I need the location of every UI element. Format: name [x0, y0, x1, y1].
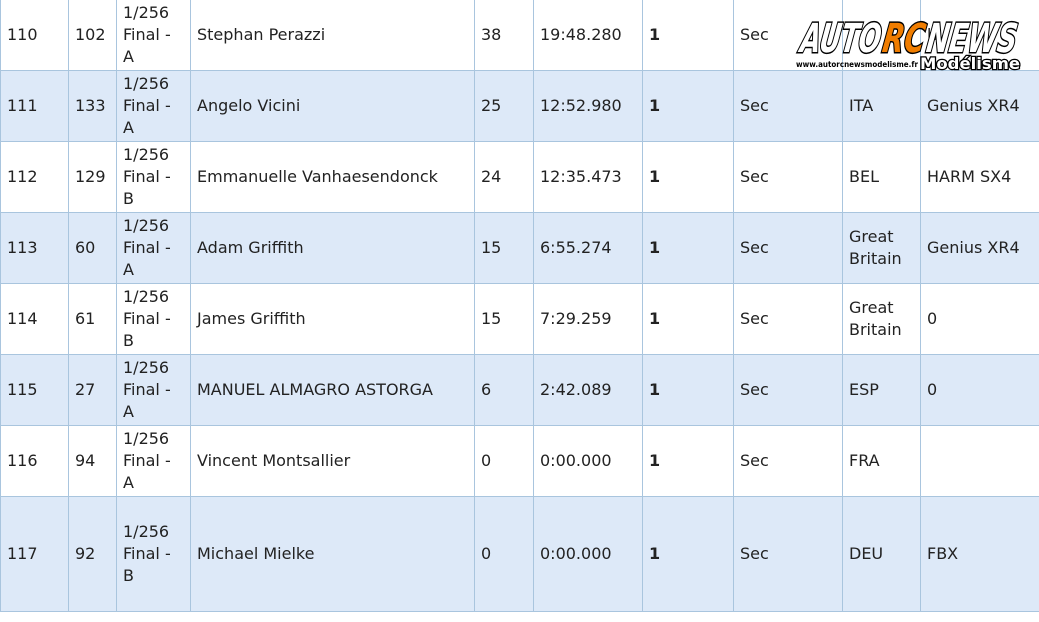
status-cell: Sec — [733, 354, 843, 426]
status-cell: Sec — [733, 70, 843, 142]
laps-cell: 0 — [474, 496, 534, 612]
class-cell: 1/256 Final - B — [116, 496, 191, 612]
table-row: 113 60 1/256 Final - A Adam Griffith 15 6:55.… — [0, 212, 1039, 284]
status-cell: Sec — [733, 141, 843, 213]
laps-cell: 6 — [474, 354, 534, 426]
car-cell: 0 — [920, 354, 1039, 426]
rank-cell: 114 — [0, 283, 69, 355]
country-cell: Great Britain — [842, 283, 921, 355]
position-cell: 1 — [642, 354, 734, 426]
position-cell: 1 — [642, 0, 734, 71]
class-cell: 1/256 Final - A — [116, 0, 191, 71]
number-cell: 129 — [68, 141, 117, 213]
number-cell: 133 — [68, 70, 117, 142]
car-cell: HARM SX4 — [920, 141, 1039, 213]
laps-cell: 24 — [474, 141, 534, 213]
driver-cell: Vincent Montsallier — [190, 425, 475, 497]
driver-cell: MANUEL ALMAGRO ASTORGA — [190, 354, 475, 426]
car-cell: Genius XR4 — [920, 70, 1039, 142]
time-cell: 12:35.473 — [533, 141, 643, 213]
table-row: 111 133 1/256 Final - A Angelo Vicini 25 12:5… — [0, 70, 1039, 142]
position-cell: 1 — [642, 70, 734, 142]
driver-cell: Adam Griffith — [190, 212, 475, 284]
laps-cell: 15 — [474, 283, 534, 355]
table-row: 117 92 1/256 Final - B Michael Mielke 0 0:00.… — [0, 496, 1039, 612]
status-cell: Sec — [733, 496, 843, 612]
position-cell: 1 — [642, 425, 734, 497]
number-cell: 61 — [68, 283, 117, 355]
logo-auto: AUTO — [796, 16, 884, 62]
rank-cell: 117 — [0, 496, 69, 612]
logo-tagline: Modélisme — [920, 54, 1020, 72]
time-cell: 2:42.089 — [533, 354, 643, 426]
rank-cell: 113 — [0, 212, 69, 284]
rank-cell: 112 — [0, 141, 69, 213]
country-cell: BEL — [842, 141, 921, 213]
laps-cell: 38 — [474, 0, 534, 71]
position-cell: 1 — [642, 283, 734, 355]
number-cell: 92 — [68, 496, 117, 612]
logo: AUTO RC NEWS www.autorcnewsmodelisme.fr … — [794, 15, 1021, 72]
class-cell: 1/256 Final - A — [116, 70, 191, 142]
logo-rc: RC — [880, 16, 929, 62]
number-cell: 27 — [68, 354, 117, 426]
table-row: 116 94 1/256 Final - A Vincent Montsallier 0… — [0, 425, 1039, 497]
status-cell: Sec — [733, 425, 843, 497]
car-cell: FBX — [920, 496, 1039, 612]
time-cell: 19:48.280 — [533, 0, 643, 71]
position-cell: 1 — [642, 141, 734, 213]
rank-cell: 116 — [0, 425, 69, 497]
country-cell: FRA — [842, 425, 921, 497]
class-cell: 1/256 Final - A — [116, 212, 191, 284]
laps-cell: 25 — [474, 70, 534, 142]
time-cell: 0:00.000 — [533, 496, 643, 612]
country-cell: ITA — [842, 70, 921, 142]
class-cell: 1/256 Final - A — [116, 354, 191, 426]
position-cell: 1 — [642, 496, 734, 612]
table-row: 112 129 1/256 Final - B Emmanuelle Vanhaese… — [0, 141, 1039, 213]
position-cell: 1 — [642, 212, 734, 284]
car-cell: 0 — [920, 283, 1039, 355]
rank-cell: 110 — [0, 0, 69, 71]
driver-cell: Stephan Perazzi — [190, 0, 475, 71]
country-cell: DEU — [842, 496, 921, 612]
status-cell: Sec — [733, 0, 843, 71]
driver-cell: Emmanuelle Vanhaesendonck — [190, 141, 475, 213]
driver-cell: Michael Mielke — [190, 496, 475, 612]
number-cell: 60 — [68, 212, 117, 284]
status-cell: Sec — [733, 212, 843, 284]
logo-news: NEWS — [924, 16, 1020, 62]
laps-cell: 15 — [474, 212, 534, 284]
table-row: 115 27 1/256 Final - A MANUEL ALMAGRO ASTOR… — [0, 354, 1039, 426]
rank-cell: 111 — [0, 70, 69, 142]
car-cell — [920, 425, 1039, 497]
laps-cell: 0 — [474, 425, 534, 497]
rank-cell: 115 — [0, 354, 69, 426]
number-cell: 102 — [68, 0, 117, 71]
class-cell: 1/256 Final - B — [116, 283, 191, 355]
car-cell: Genius XR4 — [920, 212, 1039, 284]
logo-url: www.autorcnewsmodelisme.fr — [796, 60, 918, 69]
country-cell: ESP — [842, 354, 921, 426]
time-cell: 7:29.259 — [533, 283, 643, 355]
table-row: 110 102 1/256 Final - A Stephan Perazzi 38 19… — [0, 0, 1039, 71]
car-cell: h — [920, 0, 1039, 71]
class-cell: 1/256 Final - A — [116, 425, 191, 497]
time-cell: 12:52.980 — [533, 70, 643, 142]
driver-cell: Angelo Vicini — [190, 70, 475, 142]
table-row: 114 61 1/256 Final - B James Griffith 15 7:29… — [0, 283, 1039, 355]
class-cell: 1/256 Final - B — [116, 141, 191, 213]
number-cell: 94 — [68, 425, 117, 497]
status-cell: Sec — [733, 283, 843, 355]
country-cell: Great Britain — [842, 212, 921, 284]
time-cell: 6:55.274 — [533, 212, 643, 284]
driver-cell: James Griffith — [190, 283, 475, 355]
time-cell: 0:00.000 — [533, 425, 643, 497]
